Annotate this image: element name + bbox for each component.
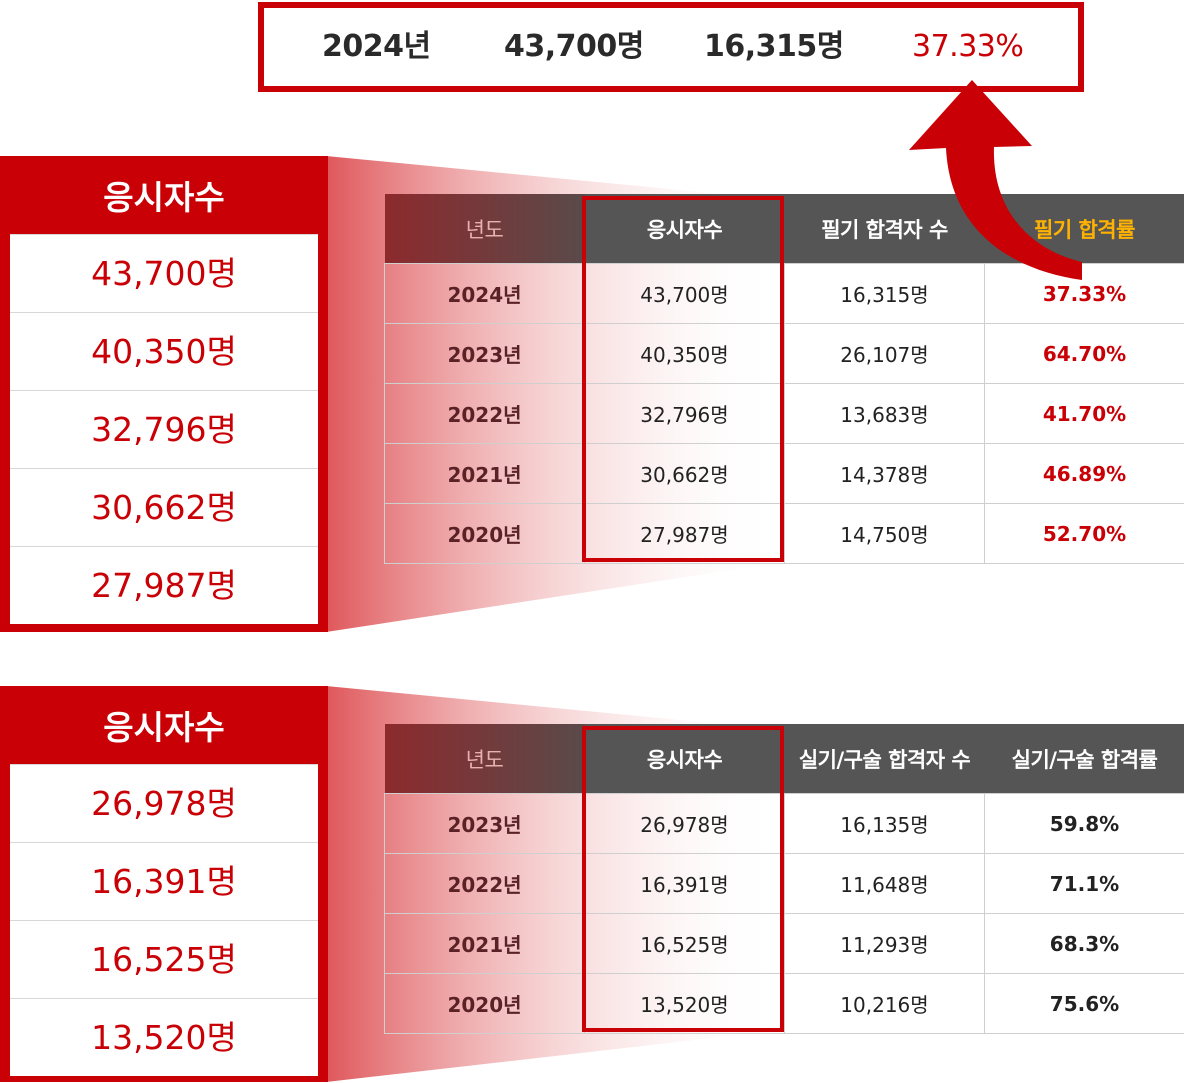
- cell-passers: 13,683명: [784, 383, 985, 444]
- table-row: 2024년 43,700명 16,315명 37.33%: [384, 263, 1184, 324]
- cell-applicants: 27,987명: [584, 503, 785, 564]
- cell-year: 2023년: [384, 323, 585, 384]
- cell-passers: 14,750명: [784, 503, 985, 564]
- callout-year: 2024년: [322, 29, 431, 64]
- cell-pass-rate: 59.8%: [984, 793, 1184, 854]
- cell-year: 2020년: [384, 503, 585, 564]
- header-applicants: 응시자수: [584, 724, 785, 794]
- cell-year: 2022년: [384, 853, 585, 914]
- cell-passers: 14,378명: [784, 443, 985, 504]
- practical-exam-table: 년도 응시자수 실기/구술 합격자 수 실기/구술 합격률 2023년 26,9…: [384, 724, 1184, 1034]
- cell-applicants: 13,520명: [584, 973, 785, 1034]
- header-passers: 실기/구술 합격자 수: [784, 724, 985, 794]
- written-exam-table: 년도 응시자수 필기 합격자 수 필기 합격률 2024년 43,700명 16…: [384, 194, 1184, 564]
- table-header-row: 년도 응시자수 필기 합격자 수 필기 합격률: [384, 194, 1184, 264]
- practical-applicants-title: 응시자수: [103, 708, 225, 747]
- practical-applicants-value: 16,525명: [10, 920, 318, 998]
- cell-applicants: 26,978명: [584, 793, 785, 854]
- table-row: 2021년 30,662명 14,378명 46.89%: [384, 443, 1184, 504]
- header-year: 년도: [384, 194, 585, 264]
- cell-pass-rate: 46.89%: [984, 443, 1184, 504]
- practical-applicants-value: 26,978명: [10, 764, 318, 842]
- written-applicants-value: 30,662명: [10, 468, 318, 546]
- cell-applicants: 40,350명: [584, 323, 785, 384]
- table-row: 2023년 40,350명 26,107명 64.70%: [384, 323, 1184, 384]
- callout-2024-summary: 2024년 43,700명 16,315명 37.33%: [258, 2, 1084, 92]
- cell-pass-rate: 68.3%: [984, 913, 1184, 974]
- cell-passers: 16,315명: [784, 263, 985, 324]
- cell-applicants: 43,700명: [584, 263, 785, 324]
- practical-applicants-value: 16,391명: [10, 842, 318, 920]
- cell-pass-rate: 75.6%: [984, 973, 1184, 1034]
- table-row: 2022년 32,796명 13,683명 41.70%: [384, 383, 1184, 444]
- cell-pass-rate: 41.70%: [984, 383, 1184, 444]
- cell-passers: 10,216명: [784, 973, 985, 1034]
- cell-passers: 11,293명: [784, 913, 985, 974]
- practical-applicants-value: 13,520명: [10, 998, 318, 1076]
- cell-pass-rate: 64.70%: [984, 323, 1184, 384]
- cell-year: 2021년: [384, 443, 585, 504]
- header-pass-rate: 필기 합격률: [984, 194, 1184, 264]
- cell-applicants: 30,662명: [584, 443, 785, 504]
- table-row: 2022년 16,391명 11,648명 71.1%: [384, 853, 1184, 914]
- cell-pass-rate: 52.70%: [984, 503, 1184, 564]
- callout-applicants: 43,700명: [504, 29, 644, 64]
- written-applicants-value: 43,700명: [10, 234, 318, 312]
- written-applicants-value: 32,796명: [10, 390, 318, 468]
- cell-year: 2020년: [384, 973, 585, 1034]
- cell-year: 2022년: [384, 383, 585, 444]
- cell-pass-rate: 37.33%: [984, 263, 1184, 324]
- callout-rate: 37.33%: [912, 29, 1024, 64]
- cell-applicants: 32,796명: [584, 383, 785, 444]
- cell-pass-rate: 71.1%: [984, 853, 1184, 914]
- table-row: 2020년 27,987명 14,750명 52.70%: [384, 503, 1184, 564]
- callout-passers: 16,315명: [704, 29, 844, 64]
- cell-passers: 26,107명: [784, 323, 985, 384]
- table-row: 2020년 13,520명 10,216명 75.6%: [384, 973, 1184, 1034]
- cell-year: 2023년: [384, 793, 585, 854]
- practical-applicants-panel: 응시자수 26,978명 16,391명 16,525명 13,520명: [0, 686, 328, 1082]
- table-row: 2023년 26,978명 16,135명 59.8%: [384, 793, 1184, 854]
- cell-year: 2021년: [384, 913, 585, 974]
- header-applicants: 응시자수: [584, 194, 785, 264]
- table-row: 2021년 16,525명 11,293명 68.3%: [384, 913, 1184, 974]
- cell-applicants: 16,525명: [584, 913, 785, 974]
- header-passers: 필기 합격자 수: [784, 194, 985, 264]
- cell-passers: 16,135명: [784, 793, 985, 854]
- header-pass-rate: 실기/구술 합격률: [984, 724, 1184, 794]
- cell-applicants: 16,391명: [584, 853, 785, 914]
- table-header-row: 년도 응시자수 실기/구술 합격자 수 실기/구술 합격률: [384, 724, 1184, 794]
- header-year: 년도: [384, 724, 585, 794]
- written-applicants-title: 응시자수: [103, 178, 225, 217]
- written-applicants-value: 27,987명: [10, 546, 318, 624]
- cell-passers: 11,648명: [784, 853, 985, 914]
- written-applicants-panel: 응시자수 43,700명 40,350명 32,796명 30,662명 27,…: [0, 156, 328, 632]
- written-applicants-value: 40,350명: [10, 312, 318, 390]
- cell-year: 2024년: [384, 263, 585, 324]
